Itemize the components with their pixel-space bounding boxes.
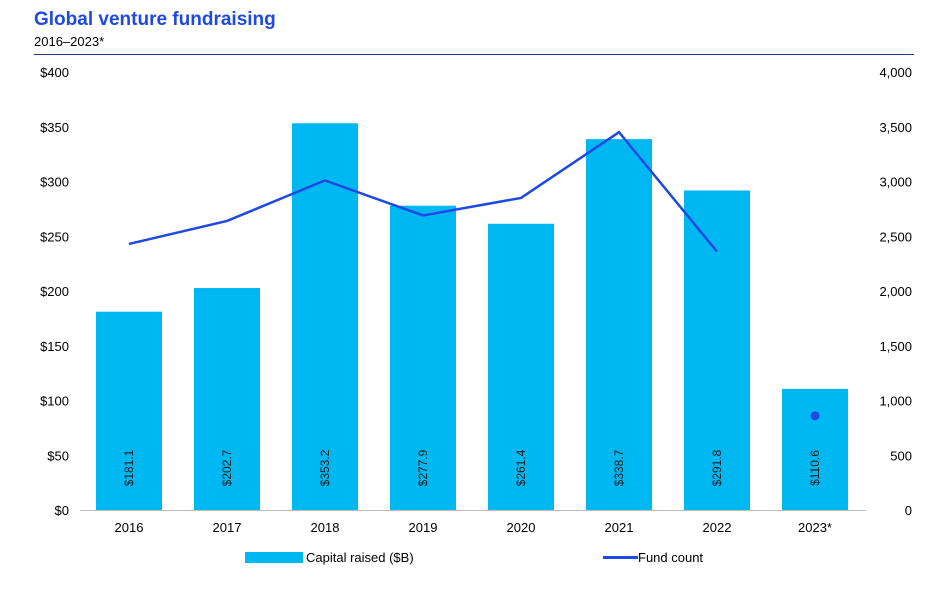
- fund-count-point-2023: [810, 411, 820, 421]
- right-axis-tick-label: 0: [905, 503, 912, 518]
- left-axis-tick-label: $300: [40, 175, 69, 190]
- legend-label-fund-count: Fund count: [638, 550, 703, 565]
- right-axis-tick-label: 1,500: [879, 339, 912, 354]
- bar-2020: [488, 223, 554, 510]
- bar-2021: [586, 139, 652, 510]
- left-axis-tick-label: $250: [40, 229, 69, 244]
- x-axis-tick-label: 2021: [605, 520, 634, 535]
- right-axis-tick-label: 3,000: [879, 175, 912, 190]
- x-axis-tick-label: 2018: [311, 520, 340, 535]
- bar-2019: [390, 205, 456, 510]
- bar-data-label: $261.4: [514, 449, 528, 486]
- x-axis-tick-label: 2022: [703, 520, 732, 535]
- x-axis-tick-label: 2020: [507, 520, 536, 535]
- left-axis-tick-label: $400: [40, 65, 69, 80]
- right-axis-tick-label: 3,500: [879, 120, 912, 135]
- left-axis-tick-label: $200: [40, 284, 69, 299]
- bar-data-label: $110.6: [808, 450, 822, 486]
- bar-2022: [684, 190, 750, 510]
- right-axis-tick-label: 500: [890, 448, 912, 463]
- right-axis-tick-label: 2,000: [879, 284, 912, 299]
- bar-data-label: $181.1: [122, 449, 136, 486]
- right-axis-tick-label: 4,000: [879, 65, 912, 80]
- x-axis-tick-label: 2023*: [798, 520, 832, 535]
- right-axis-tick-label: 1,000: [879, 394, 912, 409]
- bar-2023: [782, 388, 848, 510]
- bar-2016: [96, 311, 162, 510]
- left-axis-tick-label: $350: [40, 120, 69, 135]
- x-axis-tick-label: 2019: [409, 520, 438, 535]
- legend-label-capital-raised: Capital raised ($B): [306, 550, 414, 565]
- left-axis-tick-label: $0: [55, 503, 69, 518]
- bar-data-label: $291.8: [710, 449, 724, 486]
- x-axis-tick-label: 2017: [213, 520, 242, 535]
- left-axis-tick-label: $50: [47, 448, 69, 463]
- title-divider: [34, 54, 914, 55]
- chart-subtitle: 2016–2023*: [34, 34, 105, 49]
- legend-swatch-capital-raised: [245, 552, 303, 563]
- bar-data-label: $338.7: [612, 449, 626, 486]
- right-axis-tick-label: 2,500: [879, 229, 912, 244]
- bar-data-label: $277.9: [416, 449, 430, 486]
- chart-title: Global venture fundraising: [34, 9, 276, 30]
- x-axis-tick-label: 2016: [115, 520, 144, 535]
- bar-data-label: $353.2: [318, 449, 332, 486]
- left-axis-tick-label: $150: [40, 339, 69, 354]
- bar-2017: [194, 288, 260, 510]
- left-axis-tick-label: $100: [40, 394, 69, 409]
- bar-data-label: $202.7: [220, 449, 234, 486]
- fund-count-line: [128, 130, 718, 253]
